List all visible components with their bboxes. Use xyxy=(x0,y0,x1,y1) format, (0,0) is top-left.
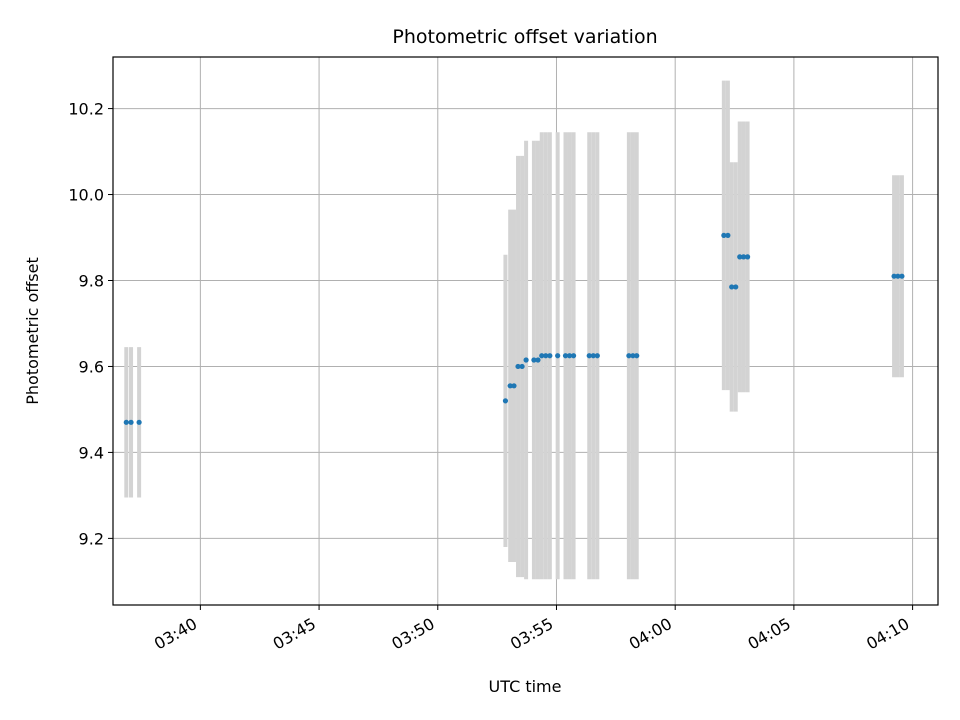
y-axis-ticks: 9.2 9.4 9.6 9.8 10.0 10.2 xyxy=(68,100,113,548)
chart-title: Photometric offset variation xyxy=(392,26,657,48)
data-point xyxy=(515,363,521,370)
data-point xyxy=(630,353,636,359)
data-point xyxy=(899,273,905,279)
data-point xyxy=(721,232,727,238)
data-point xyxy=(740,254,747,260)
data-point xyxy=(590,353,596,359)
y-tick-label: 9.2 xyxy=(79,529,104,548)
data-point xyxy=(507,383,513,389)
y-axis-title: Photometric offset xyxy=(23,257,42,405)
data-point xyxy=(725,232,731,238)
x-axis-title: UTC time xyxy=(489,677,562,696)
y-tick-label: 9.4 xyxy=(79,443,104,462)
data-point xyxy=(555,353,561,359)
data-point xyxy=(128,419,134,425)
data-point xyxy=(566,353,573,359)
data-point xyxy=(733,284,739,290)
data-points xyxy=(123,232,905,425)
data-point xyxy=(136,419,142,425)
data-point xyxy=(570,353,577,359)
data-point xyxy=(502,398,509,404)
data-point xyxy=(891,273,897,279)
data-point xyxy=(744,254,751,260)
data-point xyxy=(511,383,517,389)
data-point xyxy=(626,353,632,359)
data-point xyxy=(729,284,735,290)
data-point xyxy=(519,363,525,370)
data-point xyxy=(539,353,545,359)
data-point xyxy=(535,357,541,363)
data-point xyxy=(594,353,600,359)
y-tick-label: 10.2 xyxy=(68,100,104,119)
data-point xyxy=(562,353,569,359)
data-point xyxy=(123,419,129,425)
y-tick-label: 10.0 xyxy=(68,186,104,205)
data-point xyxy=(634,353,640,359)
data-point xyxy=(586,353,592,359)
data-point xyxy=(531,357,537,363)
y-tick-label: 9.8 xyxy=(79,271,104,290)
y-tick-label: 9.6 xyxy=(79,357,104,376)
data-point xyxy=(547,353,553,359)
data-point xyxy=(523,357,529,363)
data-point xyxy=(737,254,743,260)
plot-frame xyxy=(112,56,939,606)
data-point xyxy=(895,273,901,279)
data-point xyxy=(543,353,549,359)
